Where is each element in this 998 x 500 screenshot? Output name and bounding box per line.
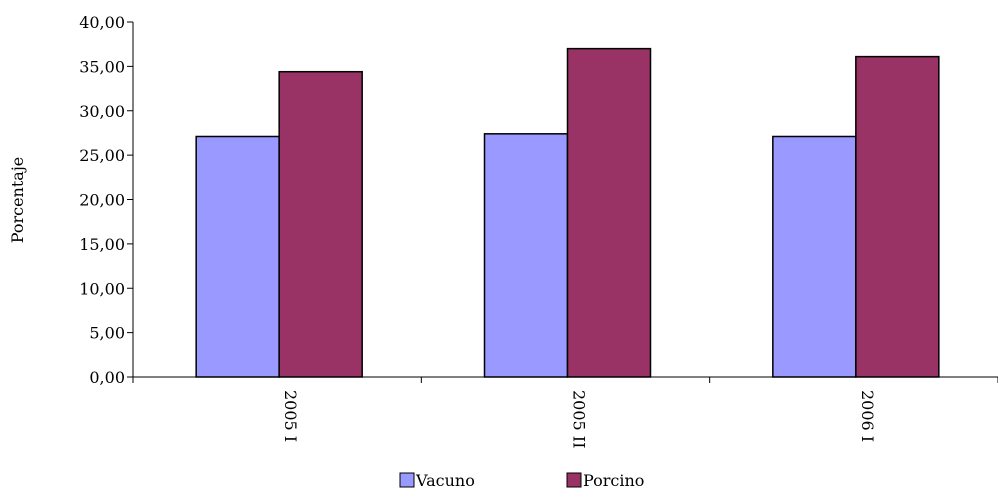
bar-vacuno-1 — [485, 134, 568, 377]
legend-label-vacuno: Vacuno — [415, 471, 475, 490]
bars — [196, 49, 939, 377]
y-tick-label: 40,00 — [79, 13, 125, 32]
legend-swatch-vacuno — [400, 473, 414, 487]
bar-vacuno-2 — [773, 136, 856, 377]
y-tick-label: 15,00 — [79, 235, 125, 254]
legend-label-porcino: Porcino — [583, 471, 644, 490]
y-tick-label: 35,00 — [79, 57, 125, 76]
y-axis-ticks: 0,00 5,00 10,00 15,00 20,00 25,00 30,00 35,00 40… — [79, 13, 133, 387]
y-tick-label: 25,00 — [79, 146, 125, 165]
legend-swatch-porcino — [567, 473, 581, 487]
x-axis-ticks: 2005 I 2005 II 2006 I — [133, 377, 998, 448]
y-tick-label: 5,00 — [89, 324, 125, 343]
y-tick-label: 10,00 — [79, 279, 125, 298]
x-tick-label: 2005 I — [281, 390, 300, 442]
x-tick-label: 2006 I — [858, 390, 877, 442]
y-tick-label: 0,00 — [89, 368, 125, 387]
y-tick-label: 30,00 — [79, 102, 125, 121]
bar-vacuno-0 — [196, 136, 279, 377]
x-tick-label: 2005 II — [570, 390, 589, 448]
legend: Vacuno Porcino — [400, 471, 644, 490]
bar-porcino-1 — [568, 49, 651, 377]
bar-porcino-2 — [856, 57, 939, 377]
bar-porcino-0 — [279, 72, 362, 377]
y-axis-title: Porcentaje — [8, 157, 27, 244]
y-tick-label: 20,00 — [79, 191, 125, 210]
